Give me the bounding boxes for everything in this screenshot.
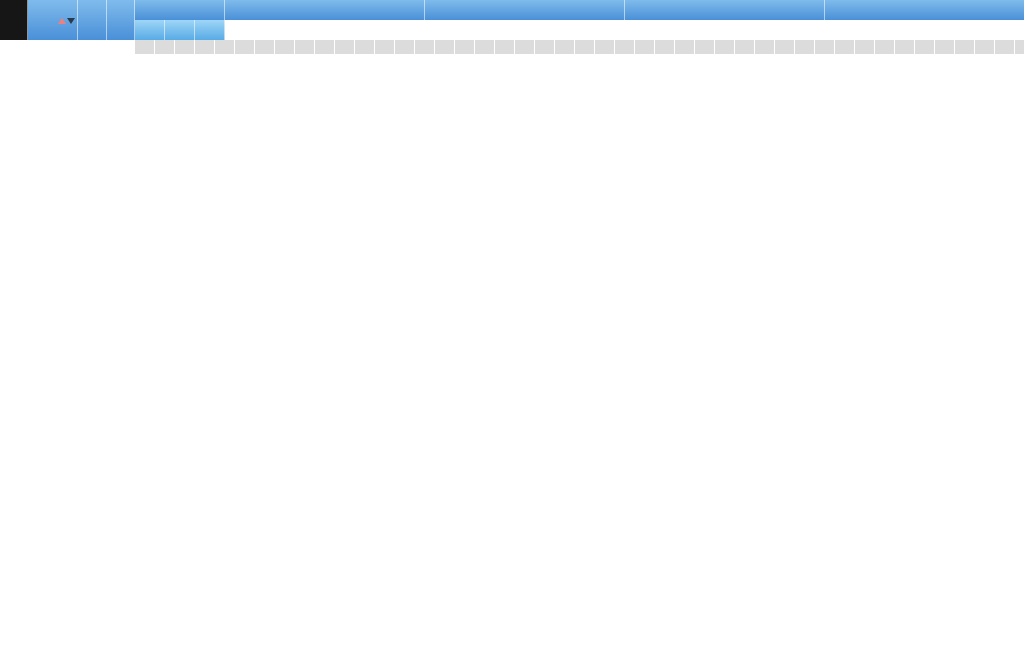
header-section-dist [225, 0, 425, 20]
footer-row [0, 40, 1024, 54]
header-section-hundreds [425, 0, 625, 20]
header-section-units [825, 0, 1024, 20]
prediction-row-cells [135, 40, 1024, 54]
prediction-row-label [0, 40, 135, 54]
header-type-zuliu [195, 20, 225, 40]
sub-header [135, 20, 1024, 40]
sort-asc-icon[interactable] [58, 17, 66, 24]
header-period[interactable] [28, 0, 78, 40]
header-section-tens [625, 0, 825, 20]
table-header [0, 0, 1024, 40]
header-type-baozi [135, 20, 165, 40]
sort-desc-icon[interactable] [67, 17, 75, 24]
header-prize [107, 0, 135, 40]
header-type-zusan [165, 20, 195, 40]
header-seq [0, 0, 28, 40]
sort-control[interactable] [58, 17, 75, 24]
header-test [78, 0, 107, 40]
header-type-group [135, 0, 225, 20]
